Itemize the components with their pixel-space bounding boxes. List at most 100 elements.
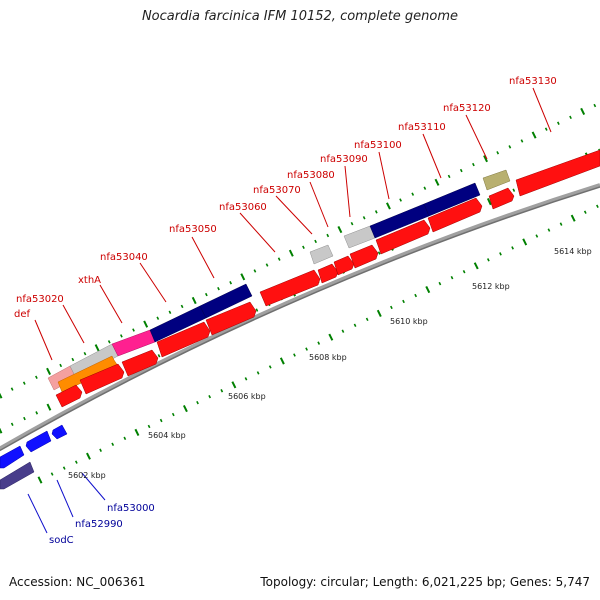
gene-arrow-8[interactable] — [333, 255, 355, 276]
tick-mark — [447, 174, 451, 179]
scale-label-5606: 5606 kbp — [228, 392, 266, 401]
tick-mark — [220, 389, 224, 393]
tick-mark — [414, 293, 418, 298]
label-sodC[interactable]: sodC — [49, 535, 74, 546]
gene-arrow-5[interactable] — [205, 301, 257, 336]
reverse-gene-1[interactable] — [0, 445, 25, 469]
tick-mark — [62, 466, 66, 470]
reverse-leader-lines — [27, 472, 106, 534]
label-nfa53020[interactable]: nfa53020 — [16, 294, 64, 305]
tick-mark — [462, 270, 466, 274]
tick-mark — [531, 131, 537, 139]
tick-mark — [438, 281, 442, 286]
gene-arrow-4[interactable] — [156, 321, 211, 358]
tick-mark — [123, 436, 127, 441]
tick-mark — [337, 226, 343, 234]
tick-mark — [570, 214, 576, 222]
gene-nfa53090[interactable] — [343, 225, 376, 249]
tick-mark — [390, 305, 393, 310]
tick-mark — [159, 418, 163, 423]
reverse-gene-labels: sodC nfa52990 nfa53000 — [49, 503, 155, 546]
gene-arrow-orange[interactable] — [57, 355, 119, 393]
tick-mark — [86, 452, 91, 460]
gene-arrow-1[interactable] — [55, 384, 83, 408]
tick-mark — [557, 121, 560, 125]
label-nfa53080[interactable]: nfa53080 — [287, 170, 335, 181]
tick-mark — [94, 344, 100, 352]
gene-arrow-10[interactable] — [375, 219, 431, 255]
tick-mark — [520, 139, 524, 143]
label-nfa53040[interactable]: nfa53040 — [100, 252, 148, 263]
label-nfa53090[interactable]: nfa53090 — [320, 154, 368, 165]
label-nfa53100[interactable]: nfa53100 — [354, 140, 402, 151]
tick-mark — [111, 442, 115, 446]
tick-mark — [50, 472, 54, 476]
tick-mark — [511, 246, 514, 250]
accession-text: Accession: NC_006361 — [9, 575, 146, 589]
gene-arrow-9[interactable] — [349, 244, 379, 269]
tick-mark — [168, 310, 172, 314]
label-nfa53130[interactable]: nfa53130 — [509, 76, 557, 87]
tick-mark — [196, 400, 199, 405]
tick-mark — [293, 353, 296, 357]
tick-mark — [231, 381, 237, 389]
reverse-gene-4[interactable] — [0, 461, 35, 490]
tick-mark — [59, 363, 63, 368]
reverse-gene-3[interactable] — [51, 424, 68, 440]
label-nfa53050[interactable]: nfa53050 — [169, 224, 217, 235]
tick-mark — [593, 103, 597, 108]
tick-mark — [253, 269, 257, 273]
tick-mark — [99, 448, 102, 452]
gene-arrow-7[interactable] — [317, 263, 339, 284]
label-def[interactable]: def — [14, 309, 31, 320]
tick-mark — [544, 127, 548, 131]
tick-mark — [35, 411, 39, 415]
tick-mark — [268, 365, 272, 369]
tick-mark — [473, 262, 479, 270]
tick-mark — [107, 340, 111, 344]
label-nfa53110[interactable]: nfa53110 — [398, 122, 446, 133]
reverse-strand-genes — [0, 424, 68, 490]
tick-mark — [256, 371, 260, 375]
tick-mark — [508, 145, 512, 149]
tick-mark — [386, 202, 391, 210]
tick-mark — [22, 381, 26, 385]
label-nfa53120[interactable]: nfa53120 — [443, 103, 491, 114]
label-nfa53070[interactable]: nfa53070 — [253, 185, 301, 196]
tick-mark — [314, 239, 317, 244]
tick-mark — [46, 367, 51, 375]
forward-genes-lower — [55, 149, 600, 408]
gene-arrow-3[interactable] — [121, 349, 159, 377]
tick-mark — [240, 273, 246, 281]
tick-mark — [486, 258, 490, 262]
gene-nfa53070[interactable] — [309, 244, 334, 265]
tick-mark — [353, 323, 357, 327]
tick-mark — [423, 186, 427, 190]
gene-arrow-2[interactable] — [79, 363, 125, 395]
label-nfa53000[interactable]: nfa53000 — [107, 503, 155, 514]
label-xthA[interactable]: xthA — [78, 275, 101, 286]
tick-mark — [434, 178, 440, 186]
tick-mark — [229, 281, 233, 285]
gene-arrow-13[interactable] — [515, 149, 600, 197]
tick-mark — [496, 151, 500, 155]
gene-arrow-11[interactable] — [427, 197, 483, 233]
gene-arrow-12[interactable] — [488, 187, 515, 210]
tick-mark — [425, 285, 431, 294]
tick-mark — [365, 317, 369, 322]
tick-mark — [255, 308, 259, 312]
tick-mark — [265, 263, 269, 267]
tick-mark — [377, 251, 381, 255]
tick-mark — [535, 234, 539, 238]
label-nfa52990[interactable]: nfa52990 — [75, 519, 123, 530]
tick-mark — [191, 296, 197, 305]
gene-nfa53050[interactable] — [199, 283, 253, 319]
gene-nfa53110[interactable] — [423, 182, 481, 217]
gene-arrow-6[interactable] — [259, 269, 321, 307]
gene-nfa53120[interactable] — [482, 169, 511, 191]
tick-mark — [580, 107, 586, 116]
tick-mark — [376, 309, 382, 317]
label-nfa53060[interactable]: nfa53060 — [219, 202, 267, 213]
reverse-gene-2[interactable] — [25, 430, 52, 453]
